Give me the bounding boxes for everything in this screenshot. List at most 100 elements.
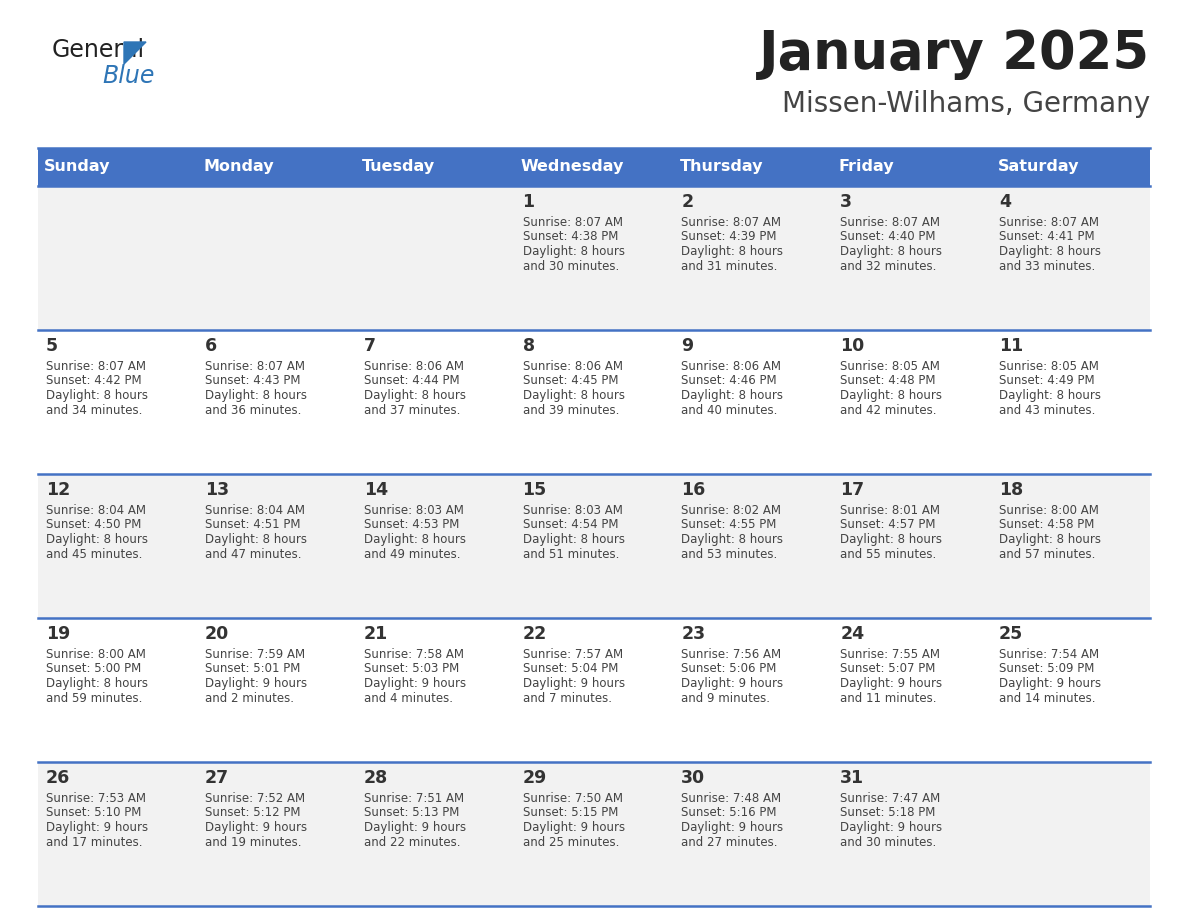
Text: Daylight: 8 hours: Daylight: 8 hours bbox=[46, 677, 148, 690]
Text: and 22 minutes.: and 22 minutes. bbox=[364, 835, 460, 848]
Text: Sunset: 5:07 PM: Sunset: 5:07 PM bbox=[840, 663, 936, 676]
Text: Daylight: 8 hours: Daylight: 8 hours bbox=[999, 245, 1101, 258]
Text: Daylight: 8 hours: Daylight: 8 hours bbox=[204, 389, 307, 402]
Text: Daylight: 9 hours: Daylight: 9 hours bbox=[204, 821, 307, 834]
Text: 27: 27 bbox=[204, 769, 229, 787]
Text: 24: 24 bbox=[840, 625, 865, 643]
Text: Daylight: 8 hours: Daylight: 8 hours bbox=[682, 533, 783, 546]
Text: Daylight: 8 hours: Daylight: 8 hours bbox=[523, 245, 625, 258]
Text: Sunset: 5:01 PM: Sunset: 5:01 PM bbox=[204, 663, 301, 676]
Text: and 7 minutes.: and 7 minutes. bbox=[523, 691, 612, 704]
Text: and 4 minutes.: and 4 minutes. bbox=[364, 691, 453, 704]
Text: Sunset: 5:06 PM: Sunset: 5:06 PM bbox=[682, 663, 777, 676]
Text: and 34 minutes.: and 34 minutes. bbox=[46, 404, 143, 417]
Text: and 31 minutes.: and 31 minutes. bbox=[682, 260, 778, 273]
Polygon shape bbox=[124, 42, 146, 64]
Text: and 30 minutes.: and 30 minutes. bbox=[840, 835, 936, 848]
Text: Daylight: 9 hours: Daylight: 9 hours bbox=[364, 677, 466, 690]
Text: Sunset: 4:44 PM: Sunset: 4:44 PM bbox=[364, 375, 460, 387]
Text: 30: 30 bbox=[682, 769, 706, 787]
Text: Daylight: 9 hours: Daylight: 9 hours bbox=[523, 821, 625, 834]
Text: Sunrise: 7:55 AM: Sunrise: 7:55 AM bbox=[840, 648, 940, 661]
Text: Sunset: 4:38 PM: Sunset: 4:38 PM bbox=[523, 230, 618, 243]
Text: and 25 minutes.: and 25 minutes. bbox=[523, 835, 619, 848]
Text: Sunrise: 8:03 AM: Sunrise: 8:03 AM bbox=[364, 504, 463, 517]
Text: 17: 17 bbox=[840, 481, 865, 499]
Bar bbox=[38, 330, 1150, 474]
Text: Daylight: 9 hours: Daylight: 9 hours bbox=[840, 821, 942, 834]
Text: Sunset: 4:55 PM: Sunset: 4:55 PM bbox=[682, 519, 777, 532]
Text: Sunrise: 8:00 AM: Sunrise: 8:00 AM bbox=[999, 504, 1099, 517]
Text: Sunrise: 8:07 AM: Sunrise: 8:07 AM bbox=[999, 216, 1099, 229]
Bar bbox=[38, 148, 1150, 186]
Text: and 57 minutes.: and 57 minutes. bbox=[999, 547, 1095, 561]
Text: Sunset: 5:16 PM: Sunset: 5:16 PM bbox=[682, 807, 777, 820]
Text: Daylight: 9 hours: Daylight: 9 hours bbox=[999, 677, 1101, 690]
Text: Sunrise: 8:03 AM: Sunrise: 8:03 AM bbox=[523, 504, 623, 517]
Text: Daylight: 9 hours: Daylight: 9 hours bbox=[204, 677, 307, 690]
Text: Sunrise: 8:04 AM: Sunrise: 8:04 AM bbox=[204, 504, 305, 517]
Text: Daylight: 8 hours: Daylight: 8 hours bbox=[523, 389, 625, 402]
Text: 3: 3 bbox=[840, 193, 852, 211]
Text: Sunrise: 8:07 AM: Sunrise: 8:07 AM bbox=[523, 216, 623, 229]
Text: 9: 9 bbox=[682, 337, 694, 355]
Text: and 14 minutes.: and 14 minutes. bbox=[999, 691, 1095, 704]
Text: 1: 1 bbox=[523, 193, 535, 211]
Text: Sunrise: 7:48 AM: Sunrise: 7:48 AM bbox=[682, 792, 782, 805]
Text: 29: 29 bbox=[523, 769, 546, 787]
Text: 26: 26 bbox=[46, 769, 70, 787]
Text: 19: 19 bbox=[46, 625, 70, 643]
Text: Sunrise: 8:05 AM: Sunrise: 8:05 AM bbox=[999, 360, 1099, 373]
Text: Daylight: 9 hours: Daylight: 9 hours bbox=[364, 821, 466, 834]
Text: and 32 minutes.: and 32 minutes. bbox=[840, 260, 936, 273]
Text: Sunset: 4:40 PM: Sunset: 4:40 PM bbox=[840, 230, 936, 243]
Text: 18: 18 bbox=[999, 481, 1023, 499]
Text: Thursday: Thursday bbox=[680, 160, 763, 174]
Text: 15: 15 bbox=[523, 481, 546, 499]
Text: 12: 12 bbox=[46, 481, 70, 499]
Text: 10: 10 bbox=[840, 337, 865, 355]
Text: and 30 minutes.: and 30 minutes. bbox=[523, 260, 619, 273]
Text: Saturday: Saturday bbox=[998, 160, 1079, 174]
Text: 5: 5 bbox=[46, 337, 58, 355]
Text: 13: 13 bbox=[204, 481, 229, 499]
Text: Daylight: 9 hours: Daylight: 9 hours bbox=[682, 677, 784, 690]
Text: Sunset: 4:50 PM: Sunset: 4:50 PM bbox=[46, 519, 141, 532]
Text: and 39 minutes.: and 39 minutes. bbox=[523, 404, 619, 417]
Text: Daylight: 8 hours: Daylight: 8 hours bbox=[840, 389, 942, 402]
Text: Sunrise: 7:52 AM: Sunrise: 7:52 AM bbox=[204, 792, 305, 805]
Text: Daylight: 9 hours: Daylight: 9 hours bbox=[46, 821, 148, 834]
Text: Daylight: 8 hours: Daylight: 8 hours bbox=[840, 245, 942, 258]
Text: Sunday: Sunday bbox=[44, 160, 110, 174]
Text: 4: 4 bbox=[999, 193, 1011, 211]
Text: Daylight: 8 hours: Daylight: 8 hours bbox=[999, 389, 1101, 402]
Text: Sunrise: 7:57 AM: Sunrise: 7:57 AM bbox=[523, 648, 623, 661]
Text: Daylight: 9 hours: Daylight: 9 hours bbox=[840, 677, 942, 690]
Text: Sunrise: 7:56 AM: Sunrise: 7:56 AM bbox=[682, 648, 782, 661]
Text: 2: 2 bbox=[682, 193, 694, 211]
Text: and 27 minutes.: and 27 minutes. bbox=[682, 835, 778, 848]
Text: Sunset: 4:54 PM: Sunset: 4:54 PM bbox=[523, 519, 618, 532]
Text: and 19 minutes.: and 19 minutes. bbox=[204, 835, 302, 848]
Text: Daylight: 8 hours: Daylight: 8 hours bbox=[999, 533, 1101, 546]
Text: Daylight: 8 hours: Daylight: 8 hours bbox=[204, 533, 307, 546]
Text: Sunrise: 7:59 AM: Sunrise: 7:59 AM bbox=[204, 648, 305, 661]
Text: Sunset: 4:57 PM: Sunset: 4:57 PM bbox=[840, 519, 936, 532]
Text: Sunset: 4:41 PM: Sunset: 4:41 PM bbox=[999, 230, 1094, 243]
Text: Sunrise: 7:47 AM: Sunrise: 7:47 AM bbox=[840, 792, 941, 805]
Text: Sunrise: 8:05 AM: Sunrise: 8:05 AM bbox=[840, 360, 940, 373]
Text: Sunset: 4:39 PM: Sunset: 4:39 PM bbox=[682, 230, 777, 243]
Text: Sunset: 4:53 PM: Sunset: 4:53 PM bbox=[364, 519, 459, 532]
Text: and 49 minutes.: and 49 minutes. bbox=[364, 547, 460, 561]
Text: and 2 minutes.: and 2 minutes. bbox=[204, 691, 293, 704]
Text: Sunset: 5:10 PM: Sunset: 5:10 PM bbox=[46, 807, 141, 820]
Text: Sunrise: 8:07 AM: Sunrise: 8:07 AM bbox=[204, 360, 305, 373]
Text: Sunset: 5:13 PM: Sunset: 5:13 PM bbox=[364, 807, 459, 820]
Text: Sunset: 4:45 PM: Sunset: 4:45 PM bbox=[523, 375, 618, 387]
Bar bbox=[38, 762, 1150, 906]
Bar bbox=[38, 618, 1150, 762]
Text: and 11 minutes.: and 11 minutes. bbox=[840, 691, 936, 704]
Text: Missen-Wilhams, Germany: Missen-Wilhams, Germany bbox=[782, 90, 1150, 118]
Text: Daylight: 9 hours: Daylight: 9 hours bbox=[523, 677, 625, 690]
Text: 7: 7 bbox=[364, 337, 375, 355]
